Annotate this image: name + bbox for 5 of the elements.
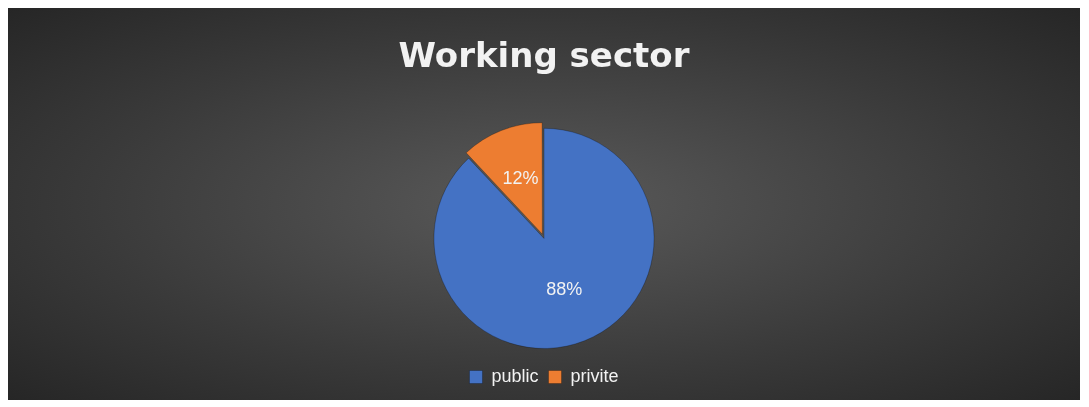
chart-title: Working sector: [398, 35, 690, 76]
legend-label: privite: [570, 365, 619, 386]
legend-label: public: [491, 365, 539, 386]
data-label: 88%: [546, 278, 583, 299]
data-label: 12%: [502, 167, 539, 188]
